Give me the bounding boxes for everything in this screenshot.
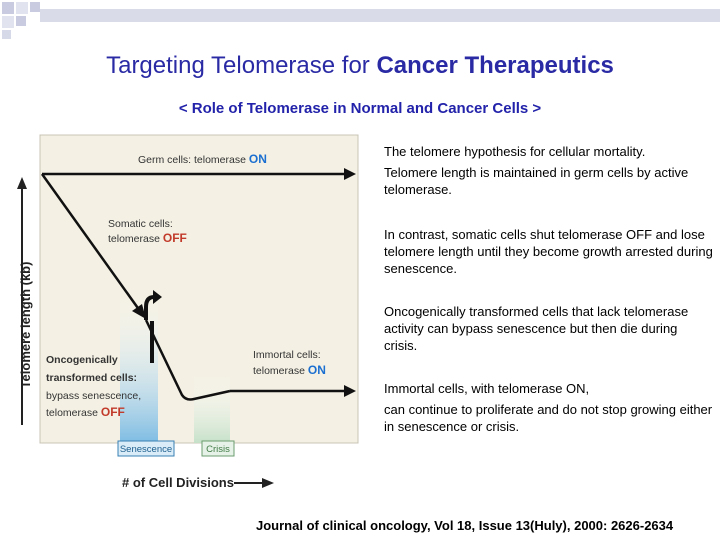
senescence-band bbox=[120, 295, 158, 443]
crisis-tag bbox=[201, 440, 235, 457]
y-axis-label: Telomere length (kb) bbox=[18, 262, 33, 389]
slide-title: Targeting Telomerase for Cancer Therapeu… bbox=[0, 52, 720, 80]
slide-subtitle: < Role of Telomerase in Normal and Cance… bbox=[178, 100, 542, 117]
somatic-label-1: Somatic cells: bbox=[108, 218, 173, 230]
onco-line bbox=[144, 319, 231, 401]
text-p4: Oncogenically transformed cells that lac… bbox=[384, 304, 689, 353]
citation-footer: Journal of clinical oncology, Vol 18, Is… bbox=[256, 518, 674, 533]
top-bar bbox=[40, 9, 720, 22]
y-axis-arrowhead bbox=[17, 177, 27, 189]
title-part1: Targeting Telomerase for bbox=[106, 52, 377, 79]
x-axis-label: # of Cell Divisions bbox=[122, 475, 234, 490]
somatic-arrowhead bbox=[132, 304, 146, 319]
somatic-state: OFF bbox=[163, 231, 187, 245]
senescence-label: Senescence bbox=[120, 444, 172, 455]
immortal-label-2: telomerase ON bbox=[253, 363, 326, 377]
germ-arrowhead bbox=[344, 168, 356, 180]
somatic-label-2: telomerase OFF bbox=[108, 231, 187, 245]
onco-label-3: bypass senescence, bbox=[46, 390, 141, 402]
onco-label-1: Oncogenically bbox=[46, 354, 118, 366]
crisis-band bbox=[194, 375, 230, 443]
text-p5: Immortal cells, with telomerase ON, bbox=[384, 381, 590, 396]
title-part2: Cancer Therapeutics bbox=[376, 52, 614, 79]
corner-decoration bbox=[2, 2, 40, 39]
onco-label-4: telomerase OFF bbox=[46, 405, 125, 419]
telomere-diagram: Telomere length (kb) Germ cells: telomer… bbox=[17, 134, 359, 490]
text-p6: can continue to proliferate and do not s… bbox=[384, 402, 713, 434]
immortal-arrowhead bbox=[344, 385, 356, 397]
somatic-line bbox=[40, 173, 142, 312]
immortal-label-1: Immortal cells: bbox=[253, 349, 321, 361]
text-p1: The telomere hypothesis for cellular mor… bbox=[384, 144, 646, 159]
crisis-label: Crisis bbox=[206, 444, 230, 455]
onco-label-2: transformed cells: bbox=[46, 372, 137, 384]
text-p2: Telomere length is maintained in germ ce… bbox=[384, 165, 689, 197]
germ-label: Germ cells: telomerase ON bbox=[138, 152, 267, 166]
immortal-state: ON bbox=[308, 363, 326, 377]
x-axis-arrowhead bbox=[262, 478, 274, 488]
germ-state: ON bbox=[249, 152, 267, 166]
text-p3: In contrast, somatic cells shut telomera… bbox=[384, 227, 713, 276]
senescence-tag bbox=[117, 440, 175, 457]
bypass-arrowhead bbox=[153, 290, 162, 304]
onco-state: OFF bbox=[101, 405, 125, 419]
